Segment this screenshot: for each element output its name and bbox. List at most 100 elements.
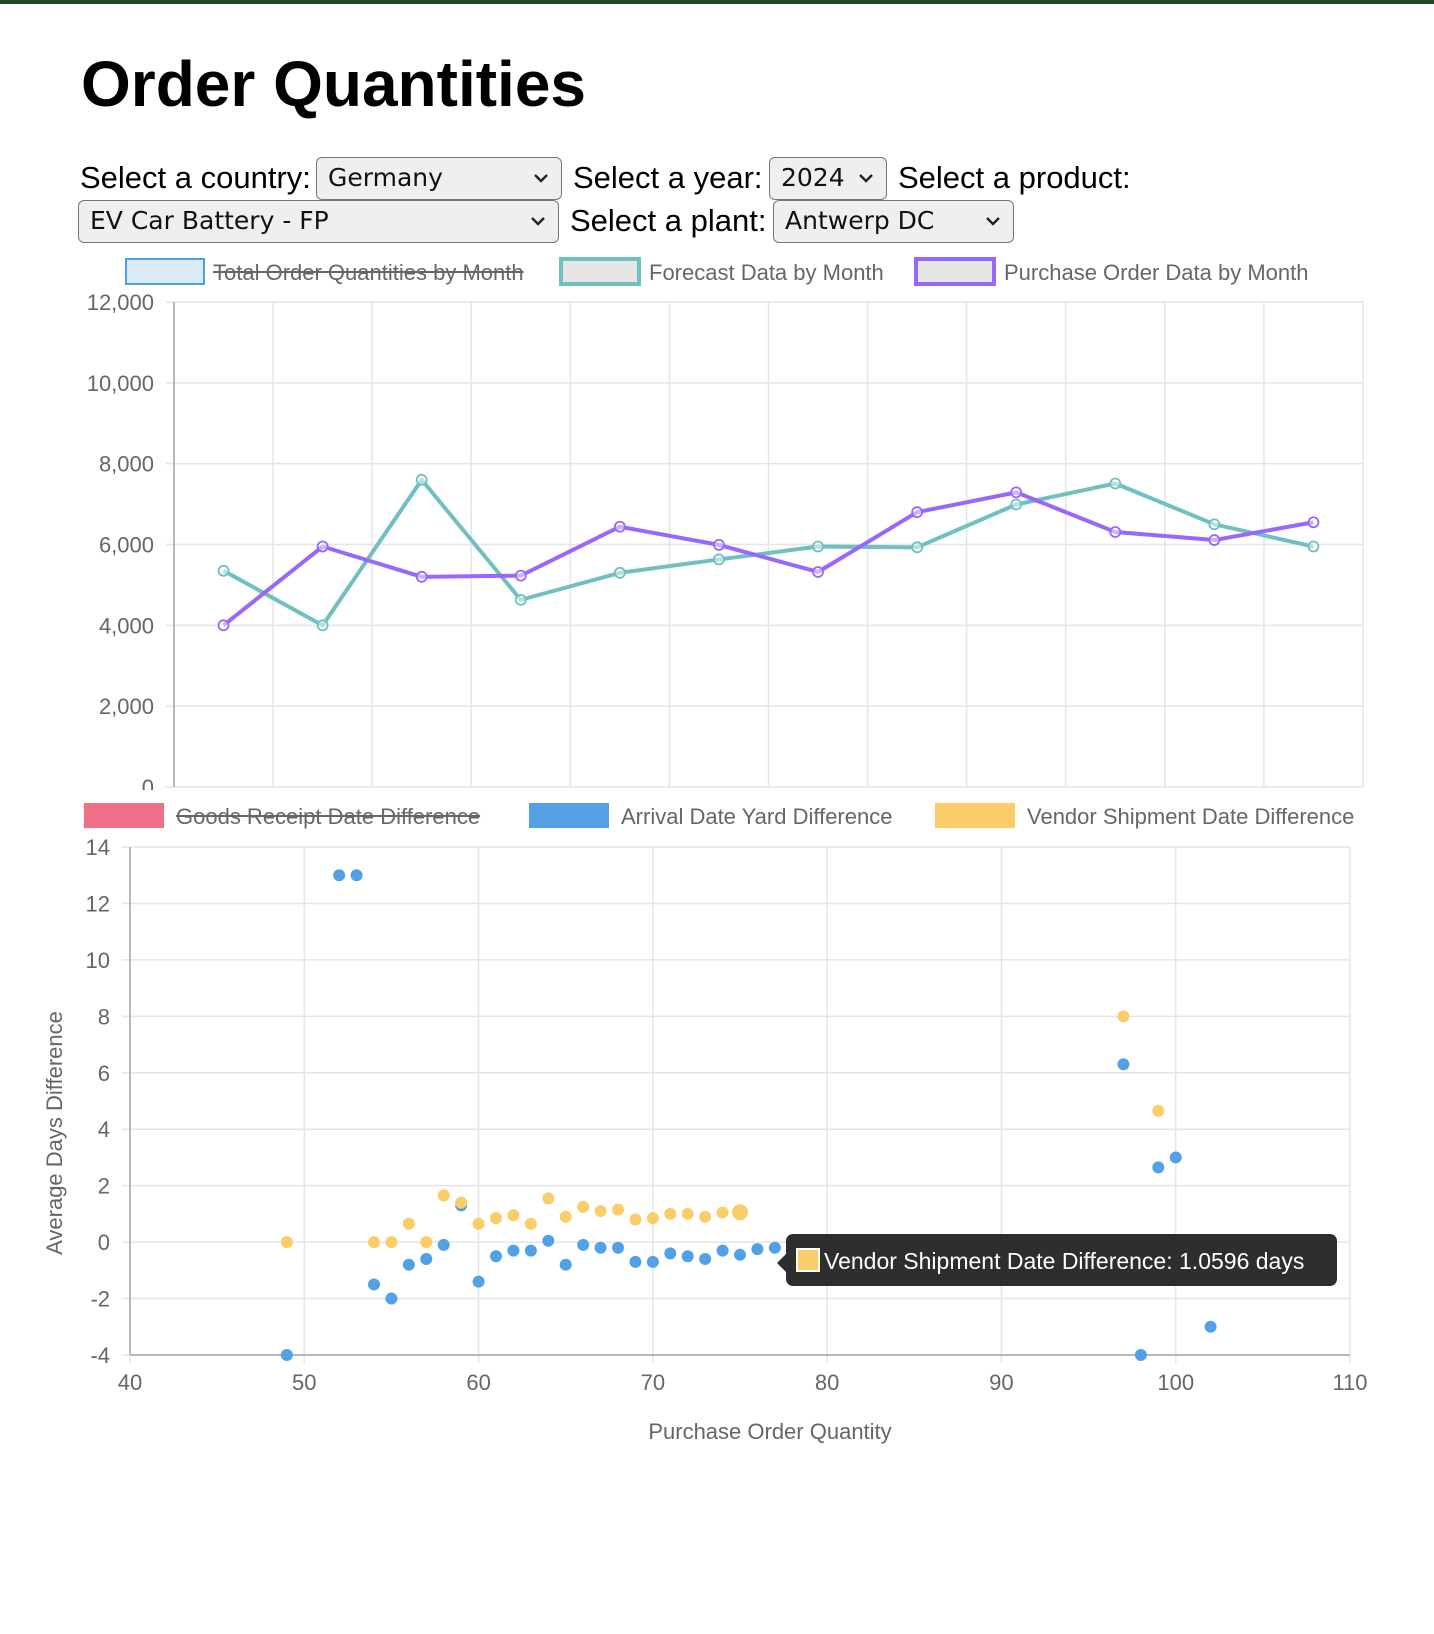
scatter-point (612, 1203, 624, 1216)
scatter-point (507, 1244, 520, 1257)
page-title: Order Quantities (81, 48, 586, 120)
scatter-point (594, 1205, 607, 1218)
legend-item-vendor-shipment[interactable]: Vendor Shipment Date Difference (935, 803, 1354, 829)
scatter-point (280, 1236, 293, 1249)
y-tick-label: 12,000 (87, 290, 154, 315)
scatter-point (1152, 1104, 1165, 1117)
x-tick-label: 60 (466, 1370, 490, 1395)
scatter-point (542, 1234, 555, 1247)
x-tick-label: 110 (1332, 1370, 1367, 1395)
scatter-point (472, 1275, 485, 1288)
data-point (812, 566, 824, 578)
legend-swatch (559, 257, 641, 286)
data-point (217, 564, 230, 577)
data-point (514, 569, 527, 582)
legend-item-purchase-order[interactable]: Purchase Order Data by Month (914, 257, 1308, 286)
scatter-point (490, 1212, 502, 1225)
data-point (1208, 534, 1221, 546)
scatter-point (577, 1238, 590, 1251)
y-tick-label: 6,000 (99, 533, 154, 558)
scatter-point (768, 1241, 781, 1254)
product-select-value: EV Car Battery - FP (90, 206, 329, 235)
scatter-point (420, 1236, 433, 1249)
x-tick-label: 80 (815, 1370, 839, 1395)
data-point (713, 539, 725, 551)
scatter-chart-ticks: 40 50 60 70 80 90 100 110 14 12 10 8 6 4 2 0 -2 -4 (86, 835, 1368, 1395)
legend-item-arrival-date[interactable]: Arrival Date Yard Difference (529, 803, 892, 829)
legend-label: Vendor Shipment Date Difference (1027, 804, 1354, 829)
scatter-point (472, 1217, 485, 1230)
scatter-point (734, 1248, 746, 1261)
data-point (514, 593, 527, 606)
x-tick-label: 70 (641, 1370, 665, 1395)
data-point (1010, 486, 1023, 499)
plant-select[interactable]: Antwerp DC (773, 200, 1014, 243)
scatter-point (437, 1189, 450, 1202)
scatter-point (646, 1212, 659, 1225)
country-select-value: Germany (328, 163, 443, 192)
legend-label: Purchase Order Data by Month (1004, 260, 1308, 285)
scatter-point (507, 1209, 520, 1222)
data-point (613, 566, 626, 579)
country-select[interactable]: Germany (316, 157, 562, 200)
legend-swatch (935, 803, 1015, 828)
scatter-point (402, 1217, 415, 1230)
scatter-point (333, 869, 346, 882)
data-point (1307, 540, 1320, 553)
scatter-chart: 40 50 60 70 80 90 100 110 14 12 10 8 6 4 2 0 -2 -4 Averag… (42, 803, 1368, 1444)
y-tick-label: -2 (90, 1287, 110, 1312)
y-tick-label: 2,000 (99, 694, 154, 719)
y-tick-label: 10,000 (87, 371, 154, 396)
scatter-point (577, 1200, 590, 1213)
scatter-point (524, 1244, 537, 1257)
scatter-point (1169, 1151, 1182, 1164)
scatter-point (1117, 1058, 1130, 1071)
scatter-point (1117, 1010, 1130, 1023)
scatter-point (350, 869, 363, 882)
tooltip: Vendor Shipment Date Difference: 1.0596 … (777, 1234, 1337, 1286)
chevron-down-icon (859, 174, 873, 183)
data-point (1109, 526, 1122, 538)
scatter-point (437, 1238, 450, 1251)
y-tick-label: 10 (86, 948, 110, 973)
line-chart-grid (166, 301, 1364, 788)
chevron-down-icon (531, 217, 545, 226)
x-tick-label: 50 (292, 1370, 316, 1395)
data-point (1109, 477, 1122, 490)
data-point (911, 541, 924, 554)
scatter-point (664, 1247, 677, 1260)
data-point (911, 506, 924, 519)
legend-item-forecast[interactable]: Forecast Data by Month (559, 257, 884, 286)
scatter-point (559, 1258, 572, 1271)
x-axis-title: Purchase Order Quantity (648, 1419, 891, 1444)
legend-swatch (125, 258, 205, 285)
scatter-point (681, 1207, 694, 1220)
legend-item-total-order[interactable]: Total Order Quantities by Month (125, 258, 524, 285)
scatter-chart-legend[interactable]: Goods Receipt Date Difference Arrival Da… (84, 803, 1354, 829)
tooltip-swatch (796, 1248, 820, 1272)
scatter-point (524, 1217, 537, 1230)
scatter-point (716, 1206, 729, 1219)
data-point (713, 553, 725, 566)
y-tick-label: 0 (142, 775, 154, 790)
line-chart-legend[interactable]: Total Order Quantities by Month Forecast… (125, 257, 1308, 286)
legend-item-goods-receipt[interactable]: Goods Receipt Date Difference (84, 803, 481, 829)
scatter-point (699, 1253, 712, 1266)
line-chart-marks (217, 473, 1320, 632)
scatter-point (612, 1241, 624, 1254)
y-tick-label: 14 (86, 835, 110, 860)
scatter-point (455, 1196, 468, 1209)
product-select[interactable]: EV Car Battery - FP (78, 200, 559, 243)
scatter-chart-marks (280, 869, 1217, 1361)
year-select[interactable]: 2024 (769, 157, 887, 200)
y-tick-label: 12 (86, 891, 110, 916)
x-tick-label: 40 (118, 1370, 142, 1395)
data-point (1307, 516, 1320, 529)
series-line (222, 490, 1314, 627)
scatter-point (368, 1278, 380, 1291)
tooltip-box (786, 1234, 1337, 1286)
scatter-point (646, 1255, 659, 1268)
y-tick-label: 0 (98, 1230, 110, 1255)
y-tick-label: 4 (98, 1117, 110, 1142)
scatter-point (664, 1207, 677, 1220)
